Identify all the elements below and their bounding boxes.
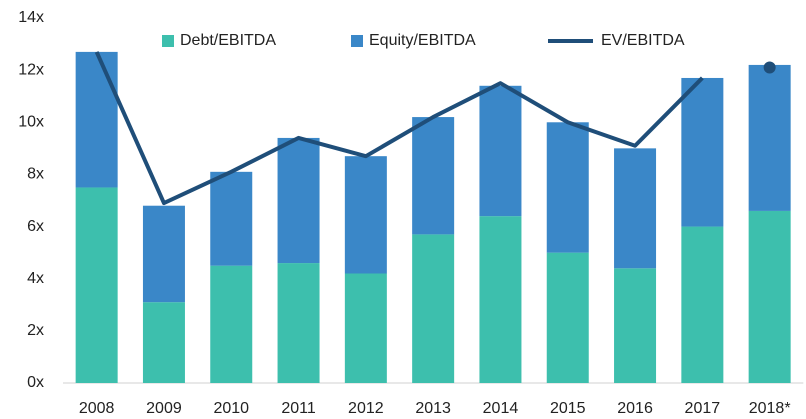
bar: [479, 216, 522, 383]
x-tick-label: 2012: [348, 400, 384, 417]
bar: [344, 156, 387, 274]
y-tick-label: 8x: [27, 166, 44, 183]
bar: [210, 265, 253, 383]
bar: [748, 64, 791, 211]
bar: [75, 51, 118, 188]
line: [94, 51, 704, 206]
bar: [412, 117, 455, 235]
bar: [277, 263, 320, 383]
bar: [479, 85, 522, 217]
x-tick-label: 2010: [213, 400, 249, 417]
x-tick-label: 2018*: [749, 400, 791, 417]
y-tick-label: 0x: [27, 374, 44, 391]
x-tick-label: 2009: [146, 400, 182, 417]
bar: [681, 77, 724, 227]
x-tick-label: 2014: [483, 400, 519, 417]
y-tick-label: 6x: [27, 218, 44, 235]
marker: [763, 61, 776, 74]
bar: [210, 171, 253, 266]
bar: [142, 302, 185, 383]
bar: [344, 273, 387, 383]
x-tick-label: 2008: [79, 400, 115, 417]
legend-swatch: [162, 35, 174, 47]
bar: [748, 210, 791, 383]
bar: [412, 234, 455, 383]
bar: [681, 226, 724, 383]
x-tick-label: 2017: [685, 400, 721, 417]
x-tick-label: 2015: [550, 400, 586, 417]
legend-label: Equity/EBITDA: [369, 32, 476, 49]
bar: [277, 137, 320, 264]
y-tick-label: 2x: [27, 322, 44, 339]
x-tick-label: 2013: [415, 400, 451, 417]
bar: [142, 205, 185, 303]
bar: [75, 187, 118, 383]
bar: [614, 268, 657, 383]
y-tick-label: 10x: [18, 114, 44, 131]
y-tick-label: 4x: [27, 270, 44, 287]
legend-swatch: [351, 35, 363, 47]
y-tick-label: 14x: [18, 9, 44, 26]
bar: [614, 148, 657, 269]
bar: [546, 252, 589, 383]
x-tick-label: 2011: [281, 400, 316, 417]
x-tick-label: 2016: [617, 400, 653, 417]
bar: [546, 122, 589, 253]
legend-label: Debt/EBITDA: [180, 32, 276, 49]
y-tick-label: 12x: [18, 61, 44, 78]
legend-label: EV/EBITDA: [601, 32, 685, 49]
